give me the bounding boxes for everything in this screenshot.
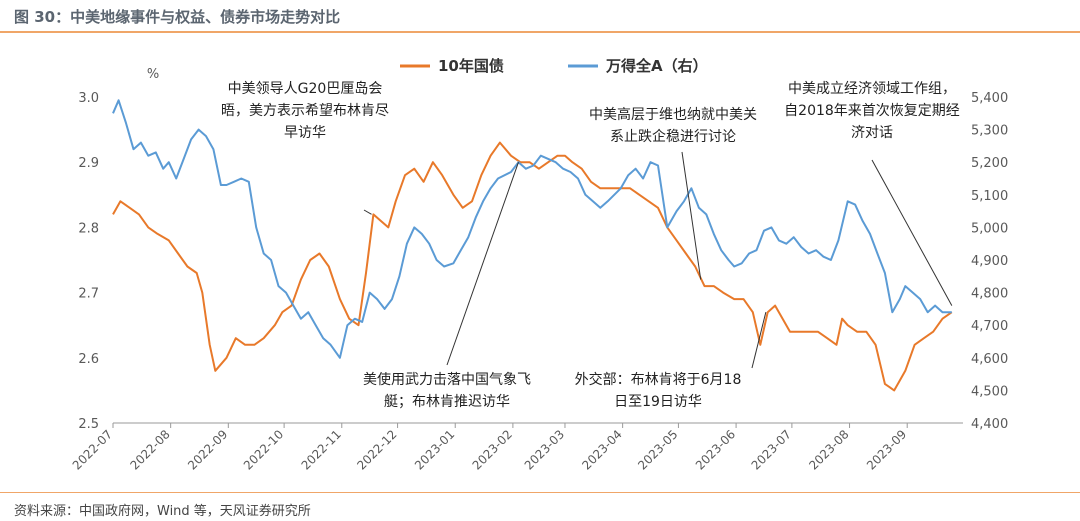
x-tick-label: 2023-01 [412,427,457,472]
annotation-leader-5 [871,159,953,306]
annotation-text-5: 自2018年来首次恢复定期经 [784,102,960,119]
x-tick-label: 2023-06 [693,427,738,472]
annotation-text-3: 中美高层于维也纳就中美关 [589,106,757,123]
legend-label-1: 10年国债 [438,57,504,75]
figure-title: 图 30：中美地缘事件与权益、债券市场走势对比 [14,8,341,26]
source-note: 资料来源：中国政府网，Wind 等，天风证券研究所 [14,504,311,519]
y-right-tick-label: 4,800 [971,287,1008,302]
x-tick-label: 2023-03 [522,427,567,472]
annotation-text-2: 艇；布林肯推迟访华 [384,394,510,410]
x-tick-label: 2023-05 [635,427,680,472]
annotation-text-1: 晤，美方表示希望布林肯尽 [221,103,389,119]
legend-label-2: 万得全A（右） [605,57,708,75]
y-right-tick-label: 5,000 [971,221,1008,236]
annotation-leader-3 [681,151,702,280]
y-left-axis-label: % [147,67,159,82]
annotation-text-4: 日至19日访华 [614,394,702,410]
y-left-tick-label: 2.8 [78,221,99,236]
y-right-tick-label: 4,900 [971,254,1008,269]
source-divider [0,492,1080,493]
x-tick-label: 2022-10 [241,427,286,472]
x-tick-label: 2023-07 [749,427,794,472]
y-right-tick-label: 4,500 [971,384,1008,399]
title-divider [0,31,1080,33]
x-tick-label: 2022-09 [185,427,230,472]
y-left-tick-label: 2.9 [78,156,99,171]
x-tick-label: 2022-08 [127,427,172,472]
annotation-text-5: 中美成立经济领域工作组， [788,81,956,97]
x-tick-label: 2023-09 [864,427,909,472]
annotation-leader-4 [751,312,767,369]
annotation-text-2: 美使用武力击落中国气象飞 [363,371,531,388]
x-tick-label: 2022-12 [354,427,399,472]
y-left-tick-label: 2.7 [78,287,99,302]
x-tick-label: 2023-02 [470,427,515,472]
y-right-tick-label: 4,600 [971,352,1008,367]
annotation-text-4: 外交部：布林肯将于6月18 [575,371,742,388]
y-left-tick-label: 3.0 [78,91,99,106]
annotation-leader-2 [446,162,519,366]
x-tick-label: 2022-07 [70,427,115,472]
x-tick-label: 2022-11 [299,427,344,472]
line-chart: 2.5 2.6 2.7 2.8 2.9 3.0% 4,400 4,500 4,600 4,700 4… [70,57,1008,473]
annotation-text-3: 系止跌企稳进行讨论 [610,128,736,145]
y-left-tick-label: 2.5 [78,417,99,432]
y-right-tick-label: 4,700 [971,319,1008,334]
y-right-tick-label: 4,400 [971,417,1008,432]
y-right-tick-label: 5,300 [971,124,1008,139]
y-right-tick-label: 5,200 [971,156,1008,171]
y-right-tick-label: 5,400 [971,91,1008,106]
series-line-2 [112,99,952,359]
chart-legend: 10年国债 万得全A（右） [400,57,708,75]
annotation-text-1: 早访华 [284,125,326,141]
annotation-text-1: 中美领导人G20巴厘岛会 [228,81,383,97]
annotation-text-5: 济对话 [851,125,893,141]
chart-series [112,99,953,392]
y-right-tick-label: 5,100 [971,189,1008,204]
x-tick-label: 2023-08 [806,427,851,472]
y-left-tick-label: 2.6 [78,352,99,367]
x-tick-label: 2023-04 [579,427,624,472]
chart-annotations: 中美领导人G20巴厘岛会晤，美方表示希望布林肯尽早访华美使用武力击落中国气象飞艇… [221,81,960,410]
annotation-leader-1 [363,209,372,215]
